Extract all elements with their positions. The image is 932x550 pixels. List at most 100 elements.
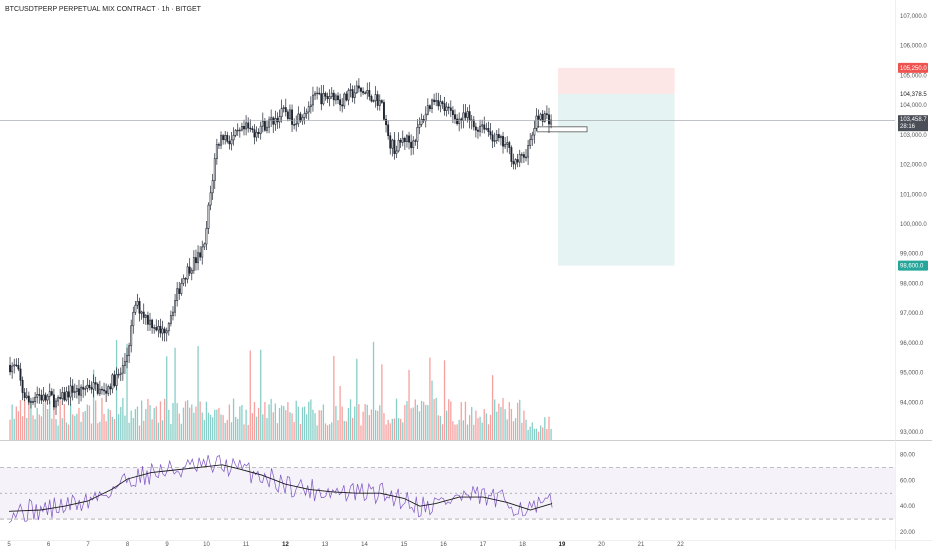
volume-bar bbox=[358, 404, 360, 440]
last-price-label: 103,458.7 bbox=[900, 117, 927, 123]
candle-body bbox=[334, 95, 337, 101]
candle-body bbox=[391, 139, 394, 149]
candle-body bbox=[389, 135, 392, 149]
candle-body bbox=[543, 113, 546, 122]
volume-bar bbox=[111, 416, 114, 440]
date-tick-label: 19 bbox=[559, 542, 566, 548]
volume-bar bbox=[74, 415, 76, 440]
volume-bar bbox=[550, 428, 552, 440]
volume-bar bbox=[416, 404, 419, 440]
date-tick-label: 5 bbox=[7, 542, 11, 548]
candle-body bbox=[309, 104, 312, 108]
candle-body bbox=[414, 140, 417, 142]
entry-handle[interactable] bbox=[536, 126, 588, 133]
candle-body bbox=[293, 124, 296, 126]
candle-body bbox=[103, 389, 105, 392]
candle-body bbox=[134, 304, 137, 313]
volume-bar bbox=[69, 404, 72, 440]
volume-bar bbox=[431, 380, 433, 440]
candle-body bbox=[245, 122, 248, 130]
candle-body bbox=[445, 106, 448, 111]
price-tick-label: 93,000.0 bbox=[900, 430, 924, 436]
volume-bar bbox=[475, 410, 477, 440]
volume-bar bbox=[51, 418, 53, 440]
volume-bar bbox=[531, 422, 533, 440]
candle-body bbox=[349, 89, 352, 91]
volume-bar bbox=[496, 411, 498, 440]
volume-bar bbox=[331, 422, 333, 440]
volume-bar bbox=[274, 403, 276, 440]
take-profit-zone[interactable] bbox=[558, 93, 675, 266]
candle-body bbox=[401, 137, 404, 143]
stop-loss-zone[interactable] bbox=[558, 67, 675, 94]
volume-bar bbox=[481, 422, 483, 440]
candle-body bbox=[395, 150, 398, 154]
volume-bar bbox=[67, 424, 70, 440]
candle-body bbox=[46, 395, 49, 401]
candle-body bbox=[472, 119, 475, 128]
volume-bar bbox=[418, 411, 421, 440]
candle-body bbox=[286, 111, 289, 119]
volume-bar bbox=[389, 423, 391, 440]
candle-body bbox=[456, 118, 459, 124]
volume-bar bbox=[366, 404, 368, 440]
candle-body bbox=[247, 122, 250, 129]
volume-bar bbox=[420, 400, 423, 440]
candle-body bbox=[380, 100, 383, 103]
candle-body bbox=[142, 311, 145, 318]
volume-bar bbox=[412, 407, 414, 440]
candle-body bbox=[529, 139, 532, 146]
candle-body bbox=[485, 128, 488, 130]
volume-bar bbox=[500, 407, 502, 440]
volume-bar bbox=[262, 414, 264, 440]
volume-bar bbox=[109, 410, 111, 440]
price-tick-label: 95,000.0 bbox=[900, 371, 924, 377]
candle-body bbox=[405, 135, 408, 142]
volume-bar bbox=[435, 398, 437, 440]
candle-body bbox=[479, 125, 482, 132]
candle-body bbox=[149, 319, 151, 325]
candle-body bbox=[495, 134, 498, 141]
price-tick-label: 99,000.0 bbox=[900, 252, 924, 258]
target-price-label-box bbox=[898, 260, 928, 271]
position-zones[interactable] bbox=[536, 67, 675, 266]
volume-bar bbox=[21, 416, 24, 440]
volume-bar bbox=[191, 404, 193, 440]
target-price-label: 98,600.0 bbox=[900, 264, 924, 270]
volume-bar bbox=[537, 431, 540, 440]
volume-bar bbox=[92, 369, 95, 440]
stop-price-label: 105,250.0 bbox=[900, 66, 927, 72]
volume-bar bbox=[502, 397, 504, 440]
candle-body bbox=[272, 117, 275, 125]
candle-body bbox=[13, 364, 16, 367]
candle-body bbox=[80, 386, 83, 396]
candle-body bbox=[420, 119, 423, 125]
candle-body bbox=[217, 144, 220, 146]
volume-bar bbox=[176, 403, 178, 440]
volume-bar bbox=[299, 423, 302, 440]
candle-body bbox=[15, 364, 18, 366]
candle-body bbox=[318, 92, 321, 95]
volume-bar bbox=[408, 369, 410, 440]
volume-bar bbox=[333, 356, 335, 440]
candle-body bbox=[261, 121, 264, 127]
candle-body bbox=[180, 283, 183, 294]
candle-body bbox=[474, 126, 477, 131]
rsi-pane bbox=[0, 454, 895, 524]
volume-bar bbox=[128, 422, 130, 440]
candle-body bbox=[385, 118, 388, 126]
candle-body bbox=[182, 278, 185, 284]
volume-bar bbox=[406, 401, 408, 440]
candle-body bbox=[240, 126, 243, 131]
candle-body bbox=[433, 99, 436, 103]
volume-bar bbox=[136, 406, 139, 440]
candle-body bbox=[439, 101, 442, 107]
volume-bar bbox=[379, 405, 381, 440]
volume-bar bbox=[86, 404, 88, 440]
volume-bar bbox=[245, 409, 247, 440]
candle-body bbox=[487, 128, 490, 132]
price-candles bbox=[9, 78, 553, 415]
volume-bar bbox=[276, 423, 279, 440]
volume-bar bbox=[36, 407, 38, 440]
